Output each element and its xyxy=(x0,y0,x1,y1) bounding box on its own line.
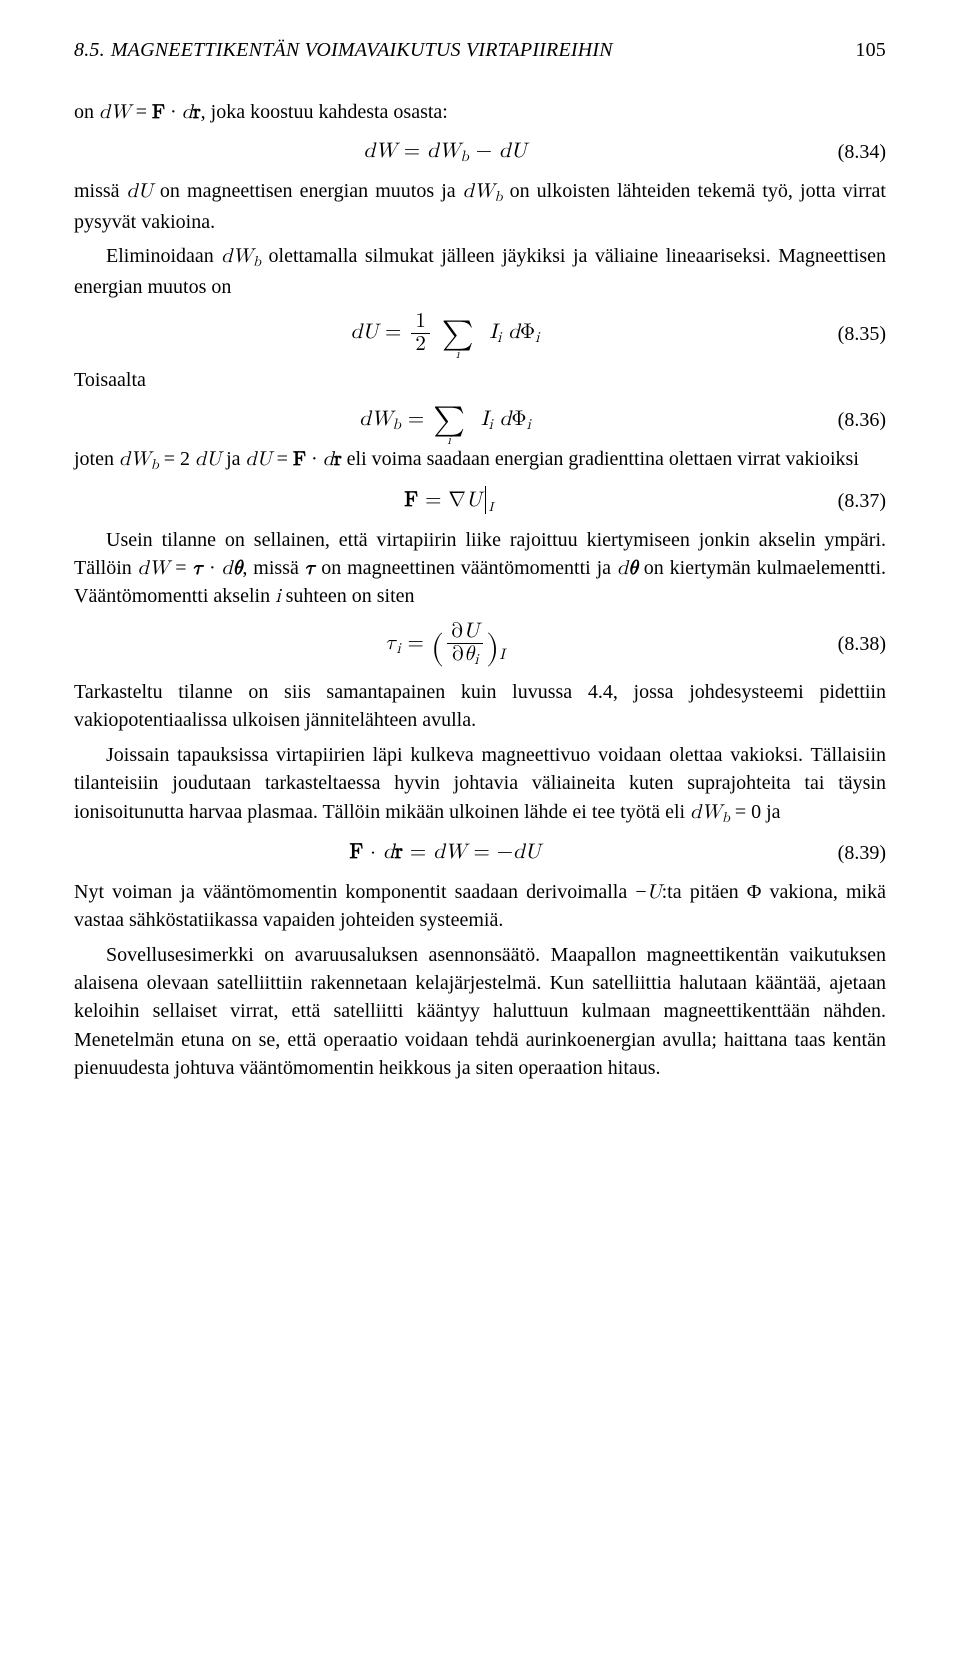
paragraph-1: on dW = F · dr, joka koostuu kahdesta os… xyxy=(74,98,886,126)
equation-body: dWb = ∑i Ii dΦi xyxy=(74,405,816,436)
equation-8-39: F · dr = dW = −dU (8.39) xyxy=(74,838,886,868)
header-section-title: MAGNEETTIKENTÄN VOIMAVAIKUTUS VIRTAPIIRE… xyxy=(111,36,613,64)
equation-number: (8.39) xyxy=(816,839,886,867)
equation-number: (8.37) xyxy=(816,487,886,515)
equation-number: (8.34) xyxy=(816,138,886,166)
equation-8-35: dU = 12 ∑i Ii dΦi (8.35) xyxy=(74,311,886,356)
equation-body: dU = 12 ∑i Ii dΦi xyxy=(74,311,816,356)
equation-body: τi = (∂U∂θi)I xyxy=(74,621,816,668)
equation-number: (8.35) xyxy=(816,320,886,348)
paragraph-4: Toisaalta xyxy=(74,366,886,394)
equation-body: F · dr = dW = −dU xyxy=(74,838,816,868)
equation-number: (8.36) xyxy=(816,406,886,434)
equation-body: dW = dWb − dU xyxy=(74,137,816,168)
paragraph-5: joten dWb = 2 dU ja dU = F · dr eli voim… xyxy=(74,445,886,475)
header-section-number: 8.5. xyxy=(74,36,105,64)
paragraph-10: Sovellusesimerkki on avaruusaluksen asen… xyxy=(74,941,886,1083)
header-page-number: 105 xyxy=(855,36,886,64)
equation-body: F = ∇UI xyxy=(74,486,816,516)
paragraph-8: Joissain tapauksissa virtapiirien läpi k… xyxy=(74,741,886,828)
paragraph-6: Usein tilanne on sellainen, että virtapi… xyxy=(74,526,886,611)
paragraph-3: Eliminoidaan dWb olettamalla silmukat jä… xyxy=(74,242,886,301)
equation-8-36: dWb = ∑i Ii dΦi (8.36) xyxy=(74,405,886,436)
paragraph-9: Nyt voiman ja vääntömomentin komponentit… xyxy=(74,878,886,935)
equation-8-34: dW = dWb − dU (8.34) xyxy=(74,137,886,168)
page: 8.5. MAGNEETTIKENTÄN VOIMAVAIKUTUS VIRTA… xyxy=(0,0,960,1149)
equation-8-38: τi = (∂U∂θi)I (8.38) xyxy=(74,621,886,668)
paragraph-7: Tarkasteltu tilanne on siis samantapaine… xyxy=(74,678,886,735)
running-header: 8.5. MAGNEETTIKENTÄN VOIMAVAIKUTUS VIRTA… xyxy=(74,36,886,64)
equation-number: (8.38) xyxy=(816,630,886,658)
equation-8-37: F = ∇UI (8.37) xyxy=(74,486,886,516)
text: on dW = F · dr, joka koostuu kahdesta os… xyxy=(74,101,448,123)
paragraph-2: missä dU on magneettisen energian muutos… xyxy=(74,177,886,236)
